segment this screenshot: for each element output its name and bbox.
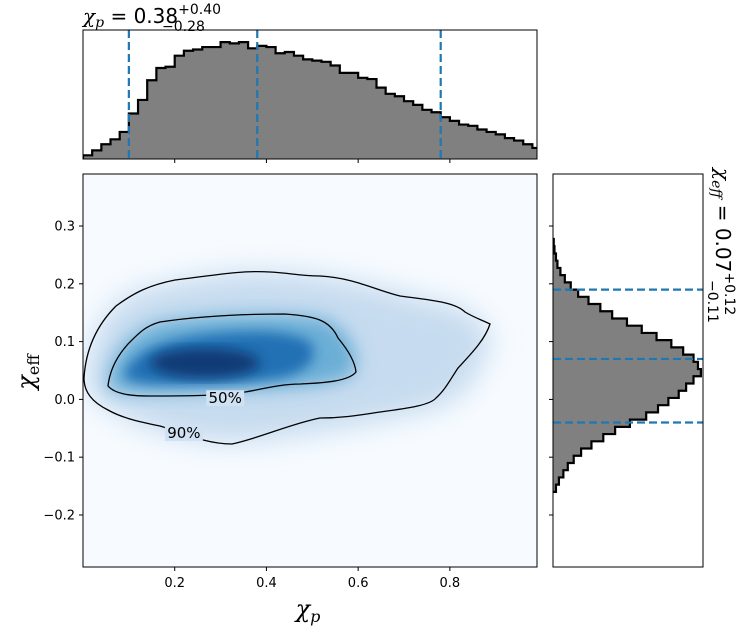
y-tick-label: −0.2 (43, 508, 75, 523)
density-peak (150, 348, 260, 378)
x-axis-ticks: 0.2 0.4 0.6 0.8 (164, 567, 460, 591)
right-marginal-panel: χeff = 0.07+0.12−0.11 (549, 166, 737, 568)
contour-90 (83, 270, 491, 445)
contour-50 (107, 313, 357, 397)
joint-frame (82, 173, 538, 568)
top-frame (82, 29, 538, 160)
x-axis-label: χp (294, 595, 321, 626)
y-tick-label: 0.1 (54, 335, 75, 350)
y-tick-label: 0.2 (54, 277, 75, 292)
y-tick-label: 0.0 (54, 393, 75, 408)
y-axis-ticks: −0.2 −0.1 0.0 0.1 0.2 0.3 (43, 220, 83, 523)
x-tick-label: 0.4 (256, 576, 277, 591)
joint-panel: 50% 90% 0.2 0.4 0.6 0.8 −0.2−0.10.00.10.20.… (12, 173, 538, 626)
contours (83, 270, 491, 445)
x-tick-label: 0.6 (348, 576, 369, 591)
density-heatmap (85, 271, 491, 443)
chi-eff-quantile-lines (553, 288, 703, 424)
top-x-ticks (174, 159, 451, 163)
contour-label-50: 50% (208, 389, 241, 407)
chi-eff-title: χeff = 0.07+0.12−0.11 (704, 166, 737, 323)
x-tick-label: 0.2 (164, 576, 185, 591)
y-axis-label: χeff (12, 353, 43, 392)
contour-label-90: 90% (167, 424, 200, 442)
right-y-ticks (549, 225, 553, 516)
chi-p-title: χp = 0.38+0.40 −0.28 (81, 2, 221, 35)
x-tick-label: 0.8 (440, 576, 461, 591)
contour-label-background (164, 424, 203, 441)
right-frame (552, 173, 704, 568)
contour-labels: 50% 90% (164, 389, 245, 442)
y-tick-label: −0.1 (43, 451, 75, 466)
chi-eff-histogram (553, 237, 703, 493)
contour-label-background (206, 390, 245, 407)
top-marginal-panel: χp = 0.38+0.40 −0.28 (81, 2, 538, 163)
chi-p-histogram (83, 41, 537, 159)
y-tick-label: 0.3 (54, 220, 75, 235)
chi-p-quantile-lines (127, 30, 442, 159)
